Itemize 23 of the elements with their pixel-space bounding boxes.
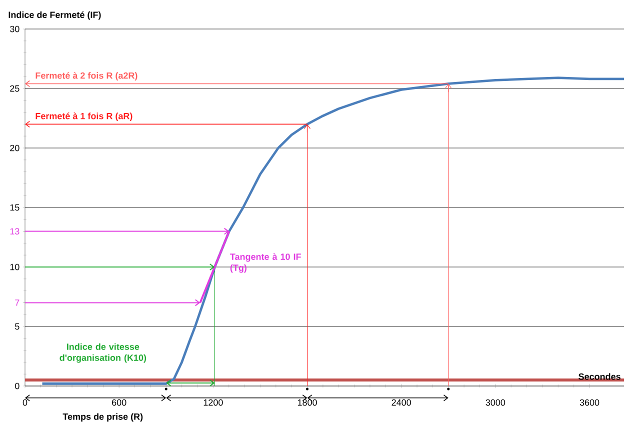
y-tick-label: 25 xyxy=(10,85,20,92)
annotation: Fermeté à 2 fois R (a2R) xyxy=(36,72,138,81)
x-tick-label: 3000 xyxy=(486,399,506,406)
x-tick-label: 1800 xyxy=(298,399,317,406)
y-tick-label: 13 xyxy=(10,228,20,234)
x-tick-label: 3600 xyxy=(580,399,600,406)
annotation: Fermeté à 1 fois R (aR) xyxy=(36,112,132,122)
y-axis-title: Indice de Fermeté (IF) xyxy=(8,11,101,20)
text: Temps de prise (R) xyxy=(62,413,143,422)
y-tick-label: 20 xyxy=(10,144,20,152)
annotation: Tangente à 10 IF (Tg) xyxy=(230,253,301,273)
y-tick-label: 15 xyxy=(10,204,20,211)
x-tick-label: 0 xyxy=(22,399,28,406)
y-tick-label: 5 xyxy=(15,323,20,330)
y-tick-label: 10 xyxy=(10,264,20,270)
x-tick-label: 2400 xyxy=(392,399,411,406)
annotation: Indice de vitesse d'organisation (K10) xyxy=(60,343,146,363)
x-axis-title: Secondes xyxy=(578,373,620,380)
y-tick-label: 0 xyxy=(15,382,20,390)
x-tick-label: 600 xyxy=(112,399,126,406)
y-tick-label: 7 xyxy=(15,300,20,306)
x-tick-label: 1200 xyxy=(204,399,223,406)
y-tick-label: 30 xyxy=(10,26,20,32)
